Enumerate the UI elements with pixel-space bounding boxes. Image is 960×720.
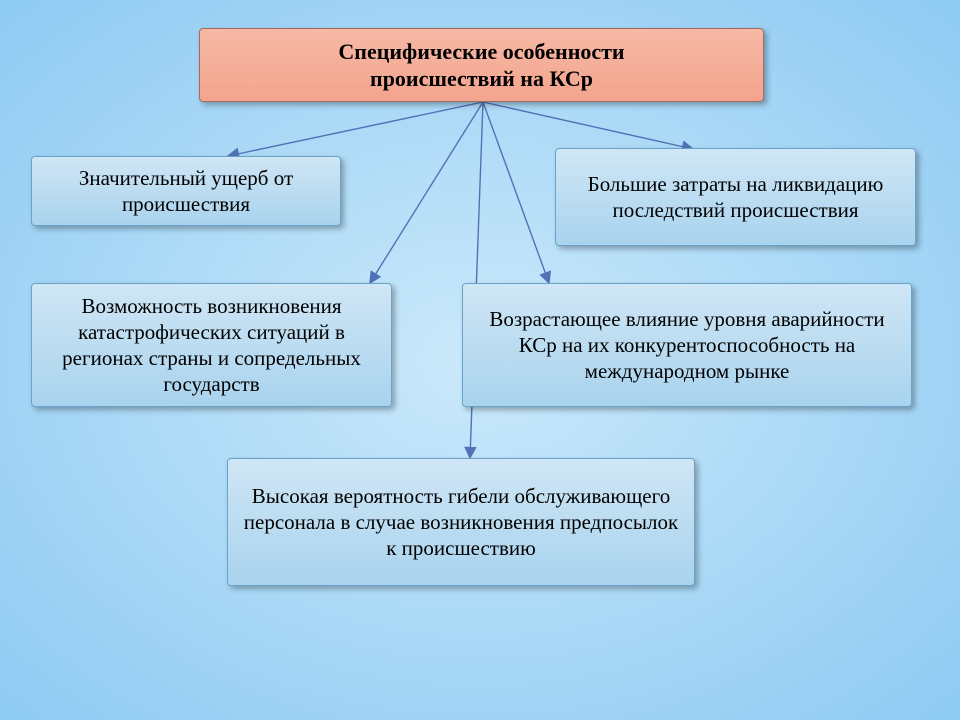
node-competitiveness: Возрастающее влияние уровня аварийности … (462, 283, 912, 407)
node-costs: Большие затраты на ликвидацию последстви… (555, 148, 916, 246)
node-catastrophe: Возможность возникновения катастрофическ… (31, 283, 392, 407)
connector-arrow (483, 102, 693, 149)
diagram-canvas: Специфические особенности происшествий н… (0, 0, 960, 720)
node-damage: Значительный ущерб от происшествия (31, 156, 341, 226)
node-damage-text: Значительный ущерб от происшествия (44, 165, 328, 218)
connector-arrow (483, 102, 549, 283)
title-box: Специфические особенности происшествий н… (199, 28, 764, 102)
title-text: Специфические особенности происшествий н… (212, 38, 751, 93)
node-catastrophe-text: Возможность возникновения катастрофическ… (44, 293, 379, 398)
node-fatality-text: Высокая вероятность гибели обслуживающег… (240, 483, 682, 562)
node-costs-text: Большие затраты на ликвидацию последстви… (568, 171, 903, 224)
title-line1: Специфические особенности (338, 39, 624, 64)
node-fatality: Высокая вероятность гибели обслуживающег… (227, 458, 695, 586)
title-line2: происшествий на КСр (370, 66, 593, 91)
connector-arrow (370, 102, 483, 283)
connector-arrow (228, 102, 483, 156)
node-competitiveness-text: Возрастающее влияние уровня аварийности … (475, 306, 899, 385)
